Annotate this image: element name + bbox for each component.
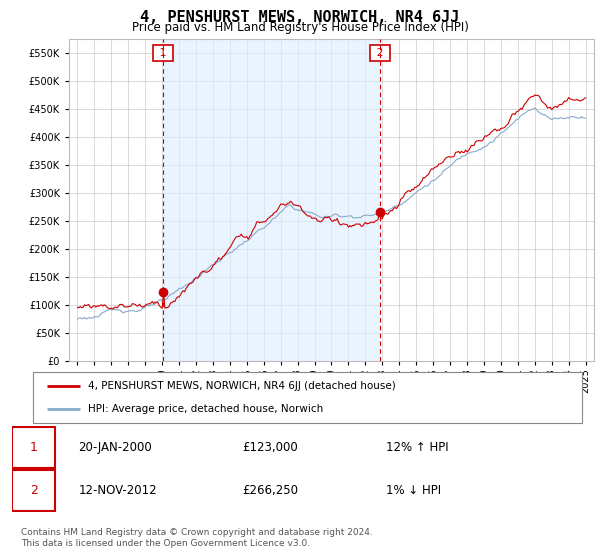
- Text: 2: 2: [373, 48, 387, 58]
- Text: HPI: Average price, detached house, Norwich: HPI: Average price, detached house, Norw…: [88, 404, 323, 414]
- Text: £123,000: £123,000: [242, 441, 298, 454]
- Text: Price paid vs. HM Land Registry's House Price Index (HPI): Price paid vs. HM Land Registry's House …: [131, 21, 469, 34]
- Text: 12% ↑ HPI: 12% ↑ HPI: [386, 441, 449, 454]
- Text: 4, PENSHURST MEWS, NORWICH, NR4 6JJ (detached house): 4, PENSHURST MEWS, NORWICH, NR4 6JJ (det…: [88, 381, 395, 391]
- Text: 20-JAN-2000: 20-JAN-2000: [78, 441, 152, 454]
- Text: 1: 1: [29, 441, 38, 454]
- Text: 1% ↓ HPI: 1% ↓ HPI: [386, 484, 442, 497]
- Text: Contains HM Land Registry data © Crown copyright and database right 2024.: Contains HM Land Registry data © Crown c…: [21, 528, 373, 536]
- Text: £266,250: £266,250: [242, 484, 298, 497]
- Text: 1: 1: [156, 48, 170, 58]
- Text: 12-NOV-2012: 12-NOV-2012: [78, 484, 157, 497]
- Text: 2: 2: [29, 484, 38, 497]
- Text: 4, PENSHURST MEWS, NORWICH, NR4 6JJ: 4, PENSHURST MEWS, NORWICH, NR4 6JJ: [140, 10, 460, 25]
- FancyBboxPatch shape: [12, 427, 55, 468]
- Text: This data is licensed under the Open Government Licence v3.0.: This data is licensed under the Open Gov…: [21, 539, 310, 548]
- FancyBboxPatch shape: [12, 470, 55, 511]
